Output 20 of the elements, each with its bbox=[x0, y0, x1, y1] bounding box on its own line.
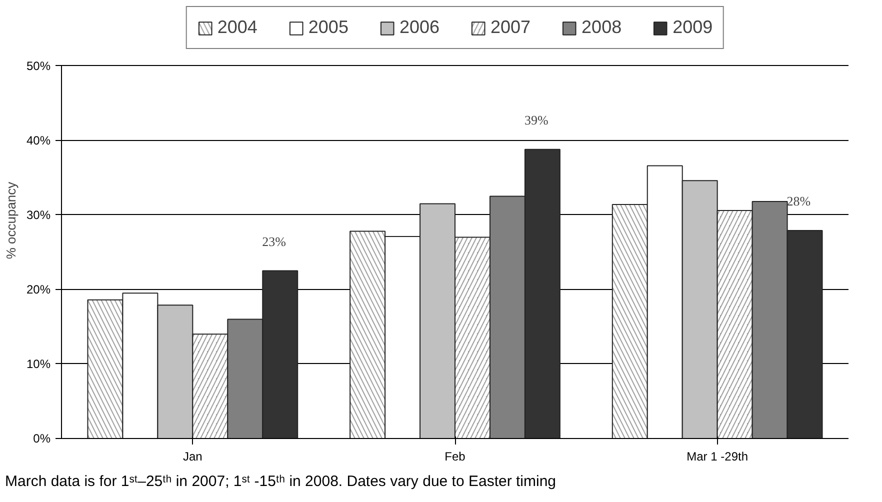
y-tick-label: 50% bbox=[26, 58, 51, 73]
legend-label: 2009 bbox=[672, 17, 713, 38]
y-tick-label: 10% bbox=[26, 356, 51, 371]
x-tick-label: Jan bbox=[182, 450, 202, 464]
y-tick-label: 0% bbox=[33, 432, 51, 446]
y-tick-label: 40% bbox=[26, 133, 51, 148]
data-label: 39% bbox=[524, 112, 548, 128]
legend-label: 2007 bbox=[490, 17, 531, 38]
data-label: 28% bbox=[786, 194, 811, 209]
x-tick-label: Feb bbox=[444, 450, 466, 464]
legend-label: 2005 bbox=[308, 17, 348, 38]
legend-label: 2004 bbox=[217, 17, 258, 38]
x-tick-label: Mar 1 -29th bbox=[686, 450, 748, 464]
data-label: 23% bbox=[262, 234, 286, 249]
y-tick-label: 30% bbox=[26, 208, 51, 222]
text: March data is for 1ˢᵗ–25ᵗʰ in 2007; 1ˢᵗ -15ᵗʰ in 2008. Dates vary due to Easter timing bbox=[5, 472, 556, 492]
legend-label: 2006 bbox=[399, 17, 440, 38]
y-axis-title: % occupancy bbox=[3, 181, 18, 260]
y-tick-label: 20% bbox=[26, 282, 51, 296]
legend-label: 2008 bbox=[582, 17, 622, 38]
